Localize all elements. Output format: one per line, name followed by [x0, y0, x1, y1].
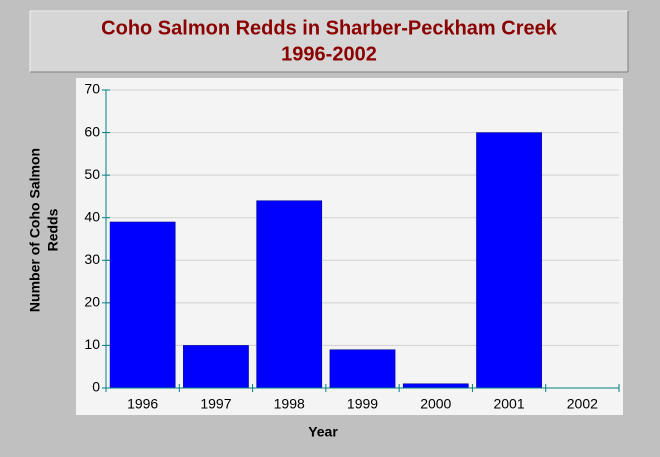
x-tick-label: 2002 — [567, 396, 598, 412]
y-tick-label: 70 — [84, 81, 100, 97]
y-axis-title-line: Number of Coho Salmon — [27, 148, 43, 312]
y-axis-title: Number of Coho Salmon Redds — [27, 148, 61, 312]
bar — [402, 383, 469, 389]
y-tick-label: 50 — [84, 166, 100, 182]
bar — [476, 132, 542, 389]
y-tick-label: 40 — [84, 208, 100, 224]
chart-title: 1996-2002 — [281, 43, 377, 65]
x-tick-label: 1999 — [347, 396, 378, 412]
bar — [256, 200, 323, 389]
x-tick-label: 2001 — [493, 396, 524, 412]
x-tick-label: 2000 — [420, 396, 451, 412]
y-tick-label: 10 — [84, 336, 100, 352]
y-tick-label: 0 — [92, 379, 100, 395]
title-box — [29, 10, 629, 73]
bar — [329, 349, 396, 389]
bar — [183, 345, 249, 389]
x-tick-label: 1996 — [127, 396, 158, 412]
bar — [109, 221, 176, 389]
x-tick-label: 1997 — [200, 396, 231, 412]
x-axis-title: Year — [308, 424, 338, 440]
y-tick-label: 30 — [84, 251, 100, 267]
chart-title: Coho Salmon Redds in Sharber-Peckham Cre… — [101, 17, 558, 39]
x-tick-label: 1998 — [274, 396, 305, 412]
y-axis-title-line: Redds — [45, 208, 61, 251]
y-tick-label: 20 — [84, 294, 100, 310]
y-tick-label: 60 — [84, 123, 100, 139]
